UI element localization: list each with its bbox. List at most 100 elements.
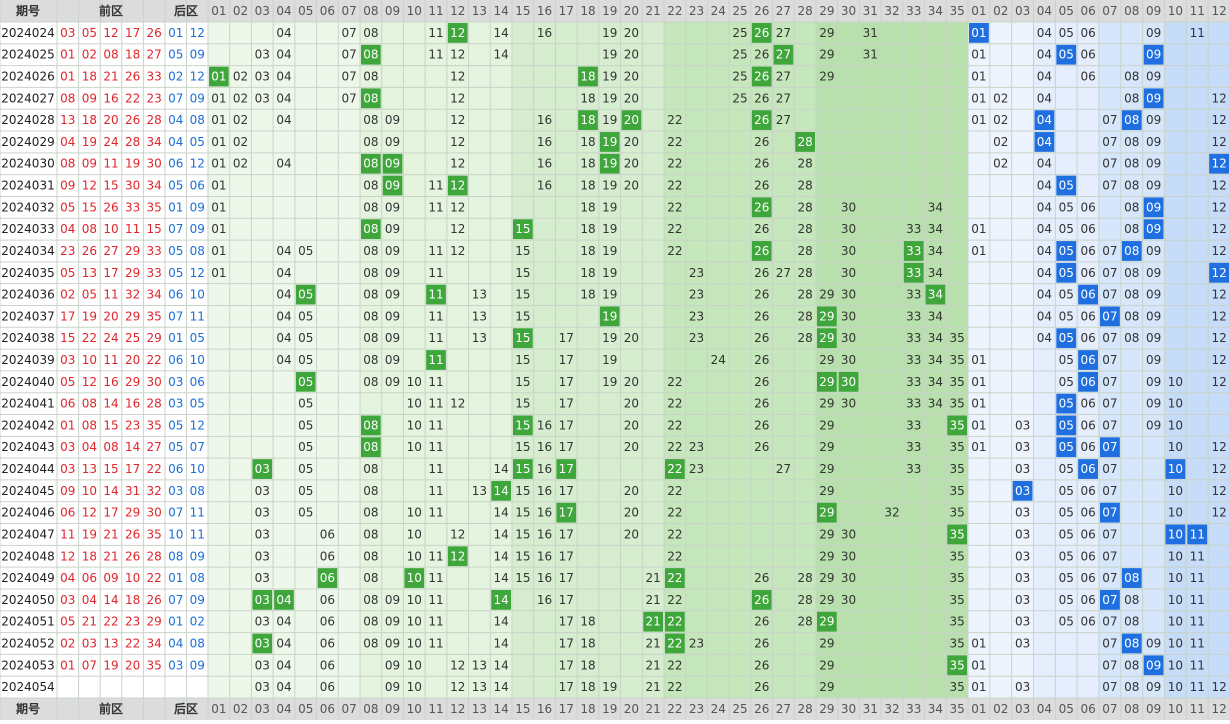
- trend-cell: 05: [1059, 48, 1074, 62]
- trend-cell: 26: [754, 375, 769, 389]
- zone-bg: [772, 22, 795, 698]
- trend-cell: 17: [559, 615, 574, 629]
- trend-cell: 07: [1102, 593, 1117, 607]
- front-number: 29: [125, 375, 140, 389]
- trend-cell: 33: [906, 288, 921, 302]
- trend-cell: 12: [450, 157, 465, 171]
- column-number: 14: [494, 702, 509, 716]
- trend-cell: 08: [363, 200, 378, 214]
- trend-cell: 12: [1211, 462, 1226, 476]
- trend-cell: 06: [1080, 615, 1095, 629]
- trend-cell: 09: [385, 200, 400, 214]
- front-number: 11: [103, 288, 118, 302]
- front-number: 18: [125, 48, 140, 62]
- back-number: 08: [190, 571, 205, 585]
- front-number: 15: [103, 462, 118, 476]
- trend-cell: 04: [276, 113, 291, 127]
- trend-cell: 02: [993, 157, 1008, 171]
- hit-ball: [1100, 437, 1120, 458]
- period: 2024034: [1, 244, 54, 258]
- trend-cell: 08: [1124, 266, 1139, 280]
- trend-cell: 03: [1015, 484, 1030, 498]
- trend-cell: 19: [602, 244, 617, 258]
- trend-cell: 10: [407, 549, 422, 563]
- trend-cell: 10: [1168, 658, 1183, 672]
- period: 2024028: [1, 113, 54, 127]
- trend-cell: 16: [537, 113, 552, 127]
- trend-cell: 04: [1037, 244, 1052, 258]
- trend-cell: 08: [363, 636, 378, 650]
- trend-cell: 11: [428, 200, 443, 214]
- trend-cell: 29: [819, 658, 834, 672]
- period: 2024027: [1, 91, 54, 105]
- hit-ball: [599, 132, 620, 152]
- hit-ball: [1078, 459, 1098, 479]
- period: 2024052: [1, 636, 54, 650]
- trend-cell: 01: [211, 113, 226, 127]
- back-number: 01: [168, 571, 183, 585]
- trend-cell: 15: [515, 506, 530, 520]
- trend-cell: 07: [1102, 309, 1117, 323]
- trend-cell: 16: [537, 549, 552, 563]
- zone-bg: [620, 22, 643, 698]
- trend-cell: 05: [298, 462, 313, 476]
- trend-cell: 08: [363, 440, 378, 454]
- trend-cell: 30: [841, 353, 856, 367]
- trend-cell: 01: [971, 440, 986, 454]
- hit-ball: [491, 589, 511, 610]
- trend-cell: 08: [1124, 179, 1139, 193]
- trend-cell: 18: [580, 266, 595, 280]
- hit-ball: [1100, 502, 1120, 523]
- trend-cell: 03: [255, 549, 270, 563]
- trend-cell: 26: [754, 331, 769, 345]
- front-number: 14: [103, 484, 118, 498]
- front-number: 26: [125, 70, 140, 84]
- period: 2024037: [1, 309, 54, 323]
- back-number: 07: [168, 506, 183, 520]
- trend-cell: 35: [950, 527, 965, 541]
- trend-cell: 35: [950, 331, 965, 345]
- back-number: 06: [168, 353, 183, 367]
- front-number: 26: [125, 549, 140, 563]
- front-number: 11: [60, 527, 75, 541]
- trend-cell: 35: [950, 375, 965, 389]
- trend-cell: 10: [407, 680, 422, 694]
- trend-cell: 09: [1146, 244, 1161, 258]
- trend-cell: 15: [515, 397, 530, 411]
- trend-cell: 04: [276, 288, 291, 302]
- trend-cell: 11: [428, 353, 443, 367]
- zone-bg: [294, 22, 318, 698]
- trend-cell: 35: [950, 462, 965, 476]
- trend-cell: 07: [1102, 375, 1117, 389]
- period: 2024036: [1, 288, 54, 302]
- trend-cell: 06: [1080, 353, 1095, 367]
- trend-cell: 10: [1168, 462, 1183, 476]
- trend-cell: 26: [754, 288, 769, 302]
- trend-cell: 16: [537, 157, 552, 171]
- period: 2024024: [1, 26, 54, 40]
- hit-ball: [295, 371, 316, 392]
- hit-ball: [1056, 415, 1077, 436]
- trend-cell: 07: [1102, 418, 1117, 432]
- front-number: 14: [125, 440, 140, 454]
- front-number: 17: [125, 462, 140, 476]
- column-number: 26: [754, 702, 769, 716]
- front-number: 13: [82, 266, 97, 280]
- trend-cell: 19: [602, 70, 617, 84]
- trend-cell: 08: [363, 462, 378, 476]
- trend-cell: 07: [1102, 179, 1117, 193]
- front-number: 14: [103, 593, 118, 607]
- hit-ball: [447, 175, 468, 196]
- zone-bg: [577, 22, 600, 698]
- trend-cell: 09: [1146, 418, 1161, 432]
- trend-cell: 06: [1080, 462, 1095, 476]
- trend-cell: 16: [537, 135, 552, 149]
- trend-cell: 20: [624, 506, 639, 520]
- trend-cell: 09: [385, 615, 400, 629]
- trend-cell: 04: [1037, 179, 1052, 193]
- trend-cell: 05: [1059, 527, 1074, 541]
- trend-cell: 11: [428, 506, 443, 520]
- column-number: 12: [1211, 4, 1226, 18]
- front-number: 26: [82, 244, 97, 258]
- back-number: 12: [190, 266, 205, 280]
